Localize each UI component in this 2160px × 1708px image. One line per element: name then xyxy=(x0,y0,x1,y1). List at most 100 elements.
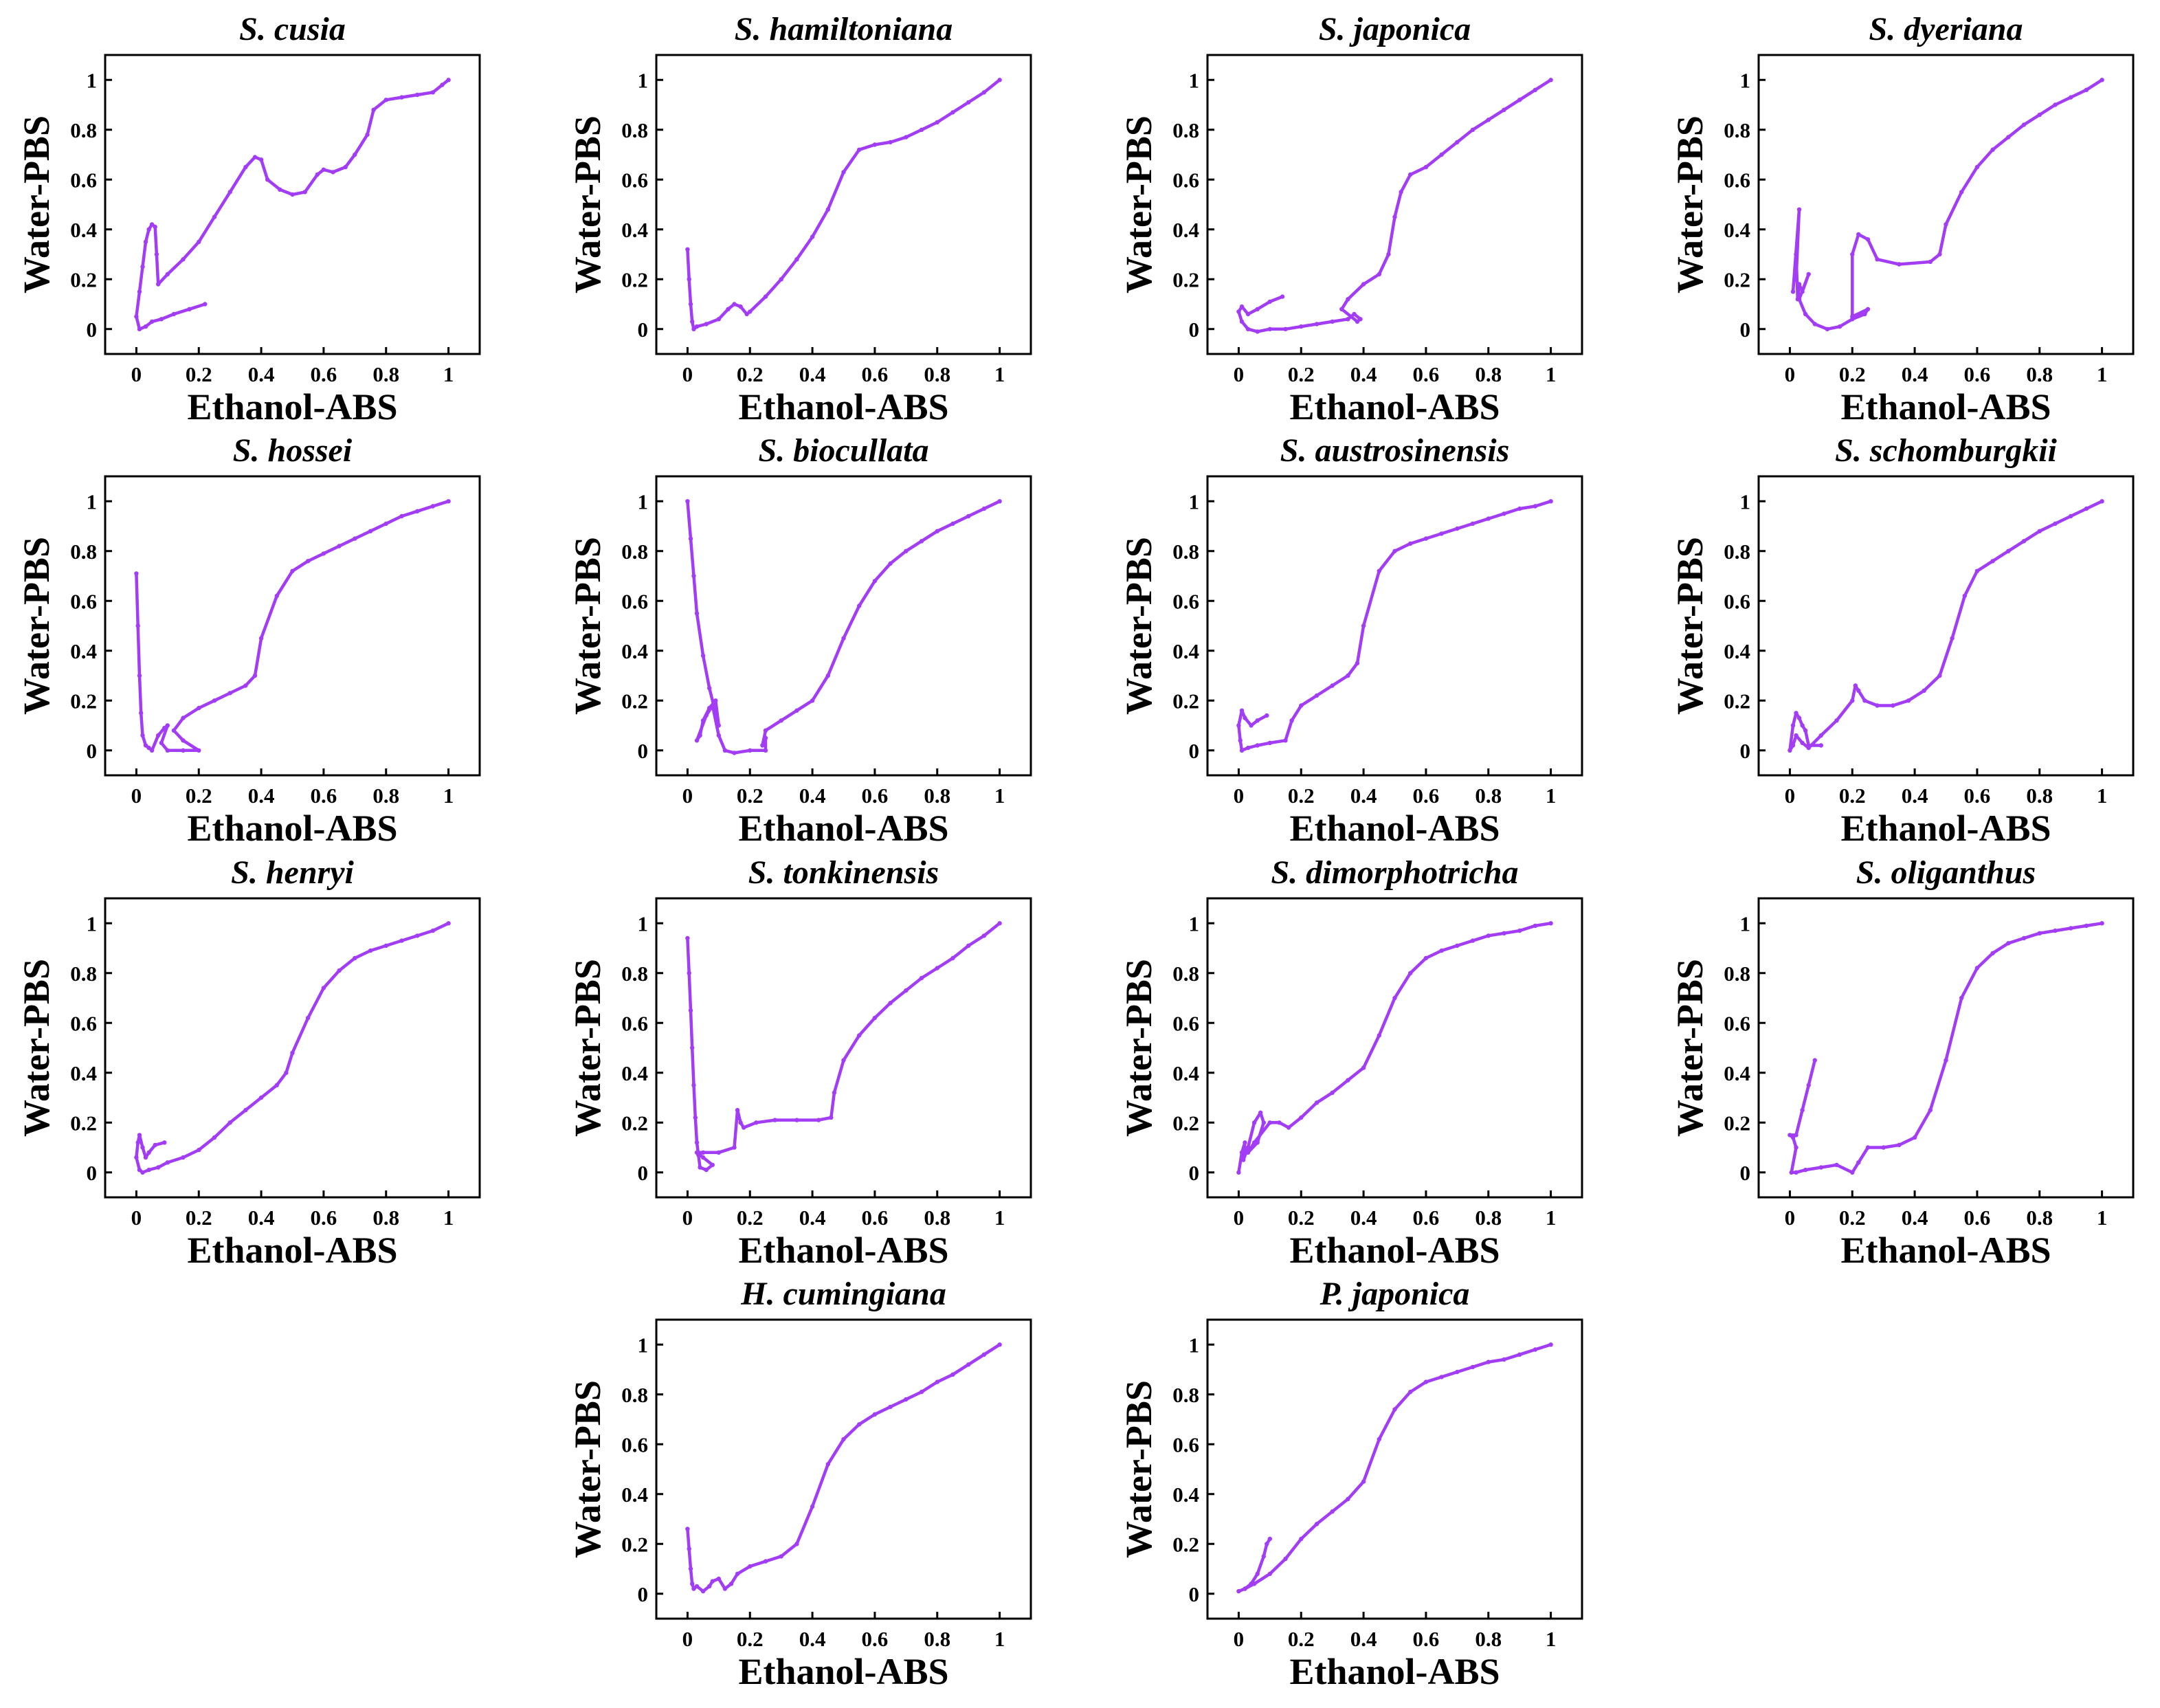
x-tick-label: 0.4 xyxy=(248,784,275,808)
data-point xyxy=(763,1559,768,1564)
x-tick-label: 0.8 xyxy=(924,784,950,808)
data-point xyxy=(159,740,164,746)
data-point xyxy=(738,304,743,309)
data-point xyxy=(1800,289,1805,294)
y-axis-label: Water-PBS xyxy=(16,537,57,715)
y-tick-label: 1 xyxy=(1740,911,1751,935)
data-point xyxy=(810,234,815,239)
data-point xyxy=(1790,743,1796,748)
data-point xyxy=(171,728,177,733)
data-point xyxy=(1255,1140,1260,1145)
data-point xyxy=(1834,718,1839,723)
y-tick-label: 0.6 xyxy=(1724,589,1750,613)
y-tick-label: 0.8 xyxy=(1172,540,1199,564)
x-tick-label: 1 xyxy=(1546,1627,1557,1651)
data-point xyxy=(1803,311,1808,317)
data-point xyxy=(691,326,696,331)
y-tick-label: 0.4 xyxy=(621,1061,648,1085)
x-tick-label: 0.6 xyxy=(311,784,337,808)
y-tick-label: 0 xyxy=(638,1161,649,1185)
data-point xyxy=(337,968,342,973)
data-point xyxy=(825,207,831,212)
data-point xyxy=(1928,1107,1933,1113)
y-tick-label: 0.2 xyxy=(1172,689,1199,713)
data-point xyxy=(1790,1135,1796,1140)
y-axis-label: Water-PBS xyxy=(567,115,608,293)
data-point xyxy=(1408,541,1413,546)
data-point xyxy=(181,1155,186,1160)
data-point xyxy=(872,579,878,584)
panel-title: S. cusia xyxy=(239,11,346,47)
x-axis-label: Ethanol-ABS xyxy=(187,1230,397,1271)
plot-frame xyxy=(1206,475,1583,777)
data-point xyxy=(446,921,451,926)
data-point xyxy=(284,1070,289,1076)
x-axis-label: Ethanol-ABS xyxy=(1289,386,1500,428)
y-tick-label: 0 xyxy=(87,318,98,342)
data-point xyxy=(306,1015,311,1021)
x-tick-label: 1 xyxy=(2097,784,2108,808)
x-axis-label: Ethanol-ABS xyxy=(1840,808,2051,849)
y-tick-label: 0.6 xyxy=(70,168,97,192)
data-point xyxy=(315,172,320,177)
data-point xyxy=(154,252,159,257)
data-point xyxy=(1251,1120,1257,1125)
x-tick-label: 0.2 xyxy=(1288,1206,1315,1230)
y-tick-label: 0.2 xyxy=(1172,267,1199,291)
y-tick-label: 0.4 xyxy=(1172,639,1199,663)
data-point xyxy=(1486,1360,1491,1364)
data-point xyxy=(321,167,326,172)
x-tick-label: 0.8 xyxy=(2026,1206,2053,1230)
data-point xyxy=(156,1165,161,1170)
data-point xyxy=(1794,733,1799,738)
x-tick-label: 0.2 xyxy=(737,1206,764,1230)
panel-title: S. tonkinensis xyxy=(748,854,939,891)
data-point xyxy=(415,92,420,98)
x-axis-label: Ethanol-ABS xyxy=(1289,1230,1500,1271)
data-point xyxy=(1245,326,1251,331)
x-tick-label: 0.6 xyxy=(1413,362,1440,386)
data-point xyxy=(716,1576,722,1582)
y-tick-label: 0.4 xyxy=(1172,218,1199,242)
data-point xyxy=(1239,708,1245,713)
data-point xyxy=(2053,928,2058,933)
data-point xyxy=(716,317,722,322)
data-point xyxy=(1875,257,1880,262)
y-tick-label: 0.2 xyxy=(621,1532,648,1556)
data-point xyxy=(919,127,924,132)
x-tick-label: 1 xyxy=(1546,362,1557,386)
data-point xyxy=(1330,683,1335,688)
data-point xyxy=(1470,1364,1476,1370)
data-point xyxy=(258,157,264,162)
data-point xyxy=(368,948,373,953)
data-point xyxy=(841,636,846,641)
data-point xyxy=(722,748,728,753)
data-point xyxy=(779,1554,783,1559)
data-point xyxy=(966,100,971,105)
x-tick-label: 0.6 xyxy=(1964,1206,1991,1230)
y-tick-label: 0 xyxy=(638,739,649,763)
data-point xyxy=(371,107,376,112)
x-axis-label: Ethanol-ABS xyxy=(738,808,948,849)
data-point xyxy=(763,735,768,740)
data-point xyxy=(690,1045,695,1050)
data-point xyxy=(1261,1120,1267,1125)
y-tick-label: 0.4 xyxy=(1724,1061,1750,1085)
data-point xyxy=(1251,1582,1257,1586)
data-point xyxy=(153,1142,157,1148)
data-point xyxy=(1533,1347,1538,1352)
y-tick-label: 0.6 xyxy=(1172,589,1199,613)
data-point xyxy=(146,227,151,232)
y-tick-label: 0.2 xyxy=(621,689,648,713)
y-tick-label: 0.8 xyxy=(1724,118,1750,142)
data-point xyxy=(1377,271,1382,277)
data-point xyxy=(1243,1586,1247,1591)
y-tick-label: 0 xyxy=(1189,1582,1200,1606)
data-point xyxy=(710,1162,715,1168)
data-point xyxy=(698,1165,702,1170)
data-point xyxy=(1346,1078,1350,1083)
y-tick-label: 0.8 xyxy=(1172,118,1199,142)
x-tick-label: 0.2 xyxy=(1839,784,1866,808)
data-point xyxy=(693,1115,698,1120)
data-point xyxy=(278,187,282,192)
